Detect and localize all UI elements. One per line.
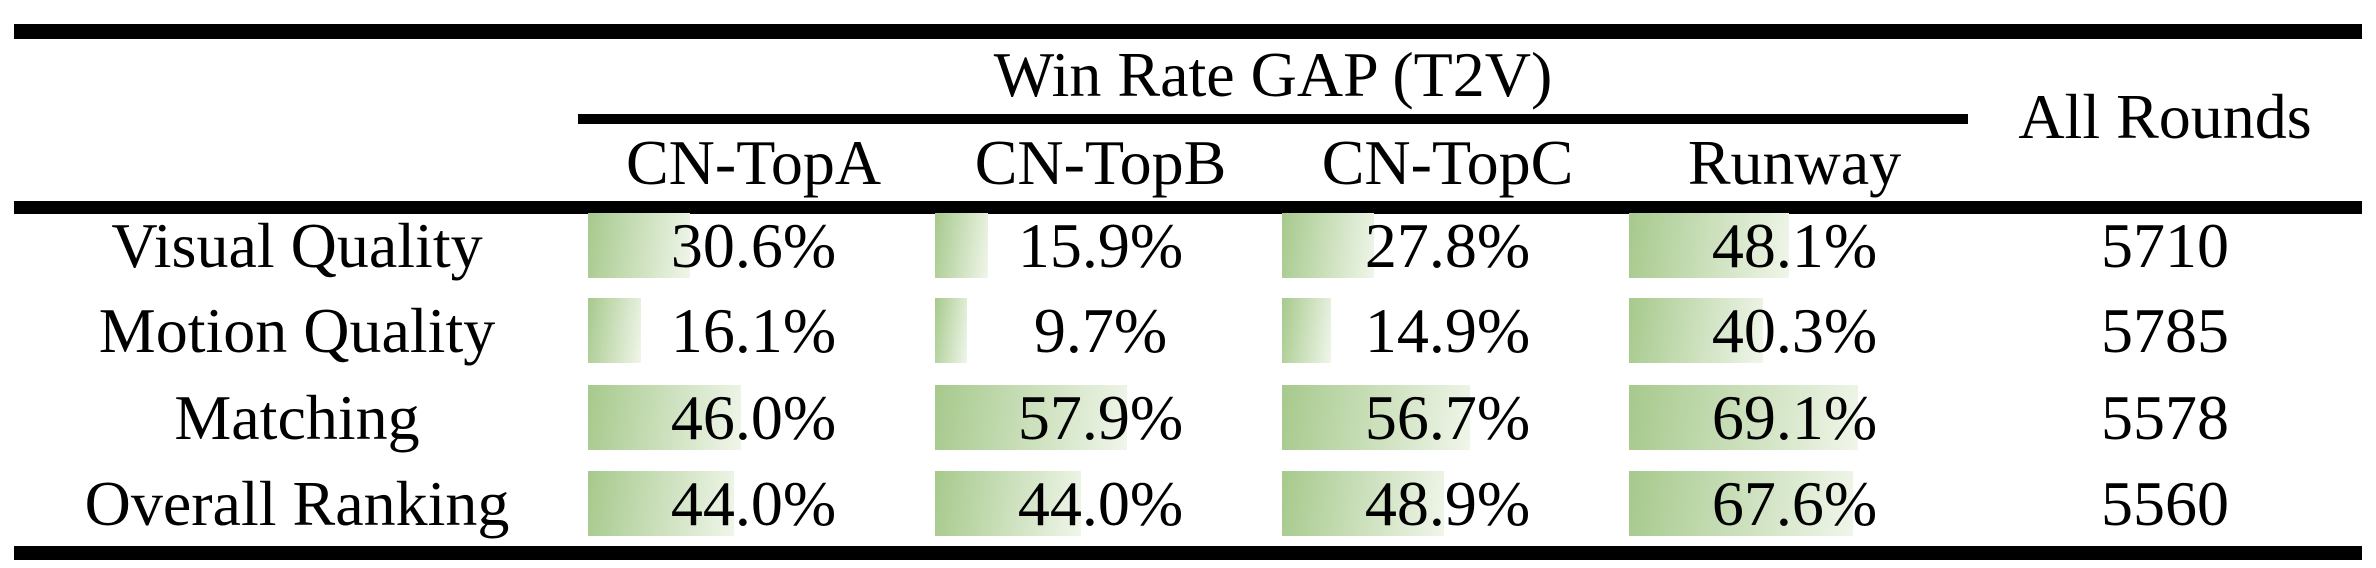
winrate-value: 44.0%: [670, 468, 837, 539]
table-row: Overall Ranking 44.0% 44.0% 48.9% 67.6% 5560: [0, 471, 2376, 536]
winrate-cell: 46.0%: [580, 385, 927, 450]
winrate-value: 14.9%: [1364, 295, 1531, 366]
winrate-cell: 67.6%: [1621, 471, 1968, 536]
winrate-cell: 69.1%: [1621, 385, 1968, 450]
winrate-bar: [588, 298, 641, 363]
col-header-cn-topb: CN-TopB: [974, 127, 1227, 198]
winrate-value: 27.8%: [1364, 210, 1531, 281]
winrate-cell: 56.7%: [1274, 385, 1621, 450]
row-label: Motion Quality: [98, 295, 496, 366]
all-rounds-value: 5785: [2101, 295, 2229, 366]
all-rounds-value: 5560: [2101, 468, 2229, 539]
winrate-value: 15.9%: [1017, 210, 1184, 281]
spanner-header-title: Win Rate GAP (T2V): [993, 39, 1553, 110]
winrate-bar: [1282, 213, 1374, 278]
winrate-value: 48.1%: [1711, 210, 1878, 281]
winrate-cell: 44.0%: [927, 471, 1274, 536]
winrate-value: 9.7%: [1033, 295, 1168, 366]
winrate-value: 16.1%: [670, 295, 837, 366]
col-header-cn-topa: CN-TopA: [625, 127, 882, 198]
winrate-value: 44.0%: [1017, 468, 1184, 539]
winrate-bar: [1629, 298, 1763, 363]
winrate-value: 69.1%: [1711, 382, 1878, 453]
winrate-bar: [1282, 471, 1444, 536]
winrate-bar: [588, 471, 734, 536]
winrate-value: 67.6%: [1711, 468, 1878, 539]
table-row: Visual Quality 30.6% 15.9% 27.8% 48.1% 5710: [0, 213, 2376, 278]
winrate-bar: [935, 471, 1081, 536]
bottom-rule: [14, 546, 2362, 560]
all-rounds-value: 5578: [2101, 382, 2229, 453]
winrate-cell: 27.8%: [1274, 213, 1621, 278]
table-row: Matching 46.0% 57.9% 56.7% 69.1% 5578: [0, 385, 2376, 450]
winrate-value: 57.9%: [1017, 382, 1184, 453]
winrate-cell: 15.9%: [927, 213, 1274, 278]
winrate-value: 40.3%: [1711, 295, 1878, 366]
spanner-underline-rule: [578, 114, 1968, 124]
winrate-cell: 57.9%: [927, 385, 1274, 450]
all-rounds-value: 5710: [2101, 210, 2229, 281]
winrate-cell: 48.1%: [1621, 213, 1968, 278]
winrate-cell: 30.6%: [580, 213, 927, 278]
winrate-bar: [588, 385, 741, 450]
row-label: Matching: [174, 382, 420, 453]
winrate-bar: [1282, 385, 1470, 450]
top-rule: [14, 24, 2362, 39]
winrate-bar: [1629, 471, 1853, 536]
winrate-bar: [588, 213, 690, 278]
winrate-bar: [1629, 385, 1858, 450]
winrate-cell: 16.1%: [580, 298, 927, 363]
winrate-value: 46.0%: [670, 382, 837, 453]
winrate-value: 56.7%: [1364, 382, 1531, 453]
header-separator-rule: [14, 201, 2362, 214]
col-header-runway: Runway: [1687, 127, 1902, 198]
winrate-cell: 14.9%: [1274, 298, 1621, 363]
table-row: Motion Quality 16.1% 9.7% 14.9% 40.3% 5785: [0, 298, 2376, 363]
winrate-bar: [935, 385, 1127, 450]
winrate-cell: 40.3%: [1621, 298, 1968, 363]
winrate-cell: 44.0%: [580, 471, 927, 536]
winrate-value: 48.9%: [1364, 468, 1531, 539]
row-label: Visual Quality: [111, 210, 483, 281]
all-rounds-header: All Rounds: [2018, 81, 2312, 152]
winrate-value: 30.6%: [670, 210, 837, 281]
row-label: Overall Ranking: [84, 468, 510, 539]
winrate-bar: [1629, 213, 1789, 278]
col-header-cn-topc: CN-TopC: [1321, 127, 1574, 198]
winrate-cell: 9.7%: [927, 298, 1274, 363]
winrate-bar: [935, 298, 967, 363]
winrate-cell: 48.9%: [1274, 471, 1621, 536]
winrate-bar: [1282, 298, 1331, 363]
winrate-bar: [935, 213, 988, 278]
